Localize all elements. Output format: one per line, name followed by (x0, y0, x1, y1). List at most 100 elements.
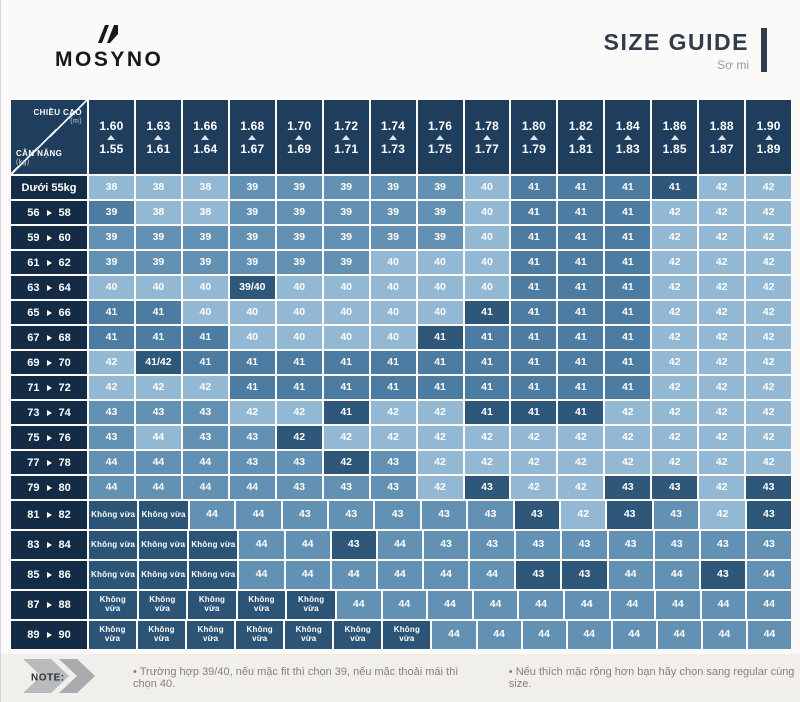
size-cell: 44 (612, 621, 656, 649)
size-cell: 39 (370, 201, 416, 224)
size-cell: 39 (89, 201, 134, 224)
note-item: Trường hợp 39/40, nếu mặc fit thì chọn 3… (133, 666, 481, 690)
weight-row-label: 61 62 (11, 251, 87, 274)
size-cell: 41 (323, 376, 369, 399)
size-cell: 39 (182, 226, 228, 249)
size-cell: 41 (417, 351, 463, 374)
arrow-right-icon (46, 602, 52, 608)
size-cell: 42 (652, 326, 698, 349)
size-cell: 38 (182, 176, 228, 199)
size-cell: 44 (135, 426, 181, 449)
weight-to: 70 (58, 356, 71, 369)
size-cell: Không vừa (89, 621, 137, 649)
note-text: Trường hợp 39/40, nếu mặc fit thì chọn 3… (133, 666, 800, 690)
size-cell: 40 (417, 301, 463, 324)
weight-range-text: Dưới 55kg (21, 181, 77, 194)
size-cell: 44 (470, 561, 515, 589)
size-cell: 41 (558, 201, 604, 224)
size-cell: 44 (285, 561, 330, 589)
up-arrow-icon (342, 134, 351, 140)
size-cell: 42 (89, 376, 134, 399)
size-cell: 42 (558, 426, 604, 449)
size-cell: 42 (652, 401, 698, 424)
size-cell: 42 (182, 376, 228, 399)
size-cell: 40 (464, 276, 510, 299)
height-min-value: 1.75 (427, 141, 453, 156)
size-cell: 44 (702, 621, 746, 649)
size-cell: 43 (229, 426, 275, 449)
size-cell: 43 (468, 501, 513, 529)
weight-row-label: Dưới 55kg (11, 176, 87, 199)
size-cell: 41 (605, 276, 651, 299)
weight-row-label: 67 68 (11, 326, 87, 349)
size-cell: 40 (417, 251, 463, 274)
page-subtitle: Sơ mi (717, 57, 749, 72)
table-row: 73 74 43 43 43 42 42 41 42 42 41 41 41 42 42 42 42 (11, 401, 792, 424)
table-row: 67 68 41 41 41 40 40 40 40 41 41 41 41 41 42 42 42 (11, 326, 792, 349)
size-cell: 41 (511, 301, 557, 324)
weight-from: 75 (27, 431, 40, 444)
weight-axis-label: CÂN NẶNG (kg) (16, 149, 63, 166)
size-cell: 43 (746, 531, 792, 559)
size-cell: 43 (282, 501, 328, 529)
height-axis-label: CHIỀU CAO (m) (33, 108, 82, 125)
size-cell: 40 (276, 276, 322, 299)
size-cell: 42 (652, 376, 698, 399)
size-cell: 41 (417, 376, 463, 399)
size-cell: 42 (558, 476, 604, 499)
weight-row-label: 59 60 (11, 226, 87, 249)
up-arrow-icon (389, 134, 398, 140)
size-cell: 41 (323, 401, 369, 424)
size-cell: 41 (558, 176, 604, 199)
table-row: 79 80 44 44 44 44 43 43 43 42 43 42 42 43 43 42 43 (11, 476, 792, 499)
size-cell: 44 (567, 621, 611, 649)
arrow-right-icon (46, 334, 52, 341)
size-cell: 40 (370, 251, 416, 274)
size-cell: 41 (605, 176, 651, 199)
height-max-value: 1.84 (615, 118, 640, 133)
size-cell: 42 (464, 426, 510, 449)
size-cell: 39 (276, 251, 322, 274)
size-cell: 40 (135, 276, 181, 299)
size-cell: 44 (377, 561, 422, 589)
size-cell: 44 (182, 451, 228, 474)
size-cell: 39 (182, 251, 228, 274)
size-cell: Không vừa (285, 621, 333, 649)
size-cell: 42 (746, 451, 792, 474)
height-max-value: 1.82 (568, 118, 593, 133)
size-cell: 43 (608, 531, 653, 559)
size-cell: 41 (370, 351, 416, 374)
size-cell: 42 (323, 426, 369, 449)
size-cell: 44 (428, 591, 472, 619)
brand-name: MOSYNO (55, 48, 164, 71)
weight-row-label: 89 90 (11, 621, 87, 649)
size-cell: 38 (135, 176, 181, 199)
size-cell: 41 (511, 401, 557, 424)
size-cell: 41 (558, 226, 604, 249)
weight-row-label: 73 74 (11, 401, 87, 424)
size-cell: 41 (182, 351, 228, 374)
size-cell: 41 (511, 251, 557, 274)
size-cell: 42 (276, 401, 322, 424)
size-cell: 42 (464, 451, 510, 474)
up-arrow-icon (717, 134, 726, 140)
size-cell: 41 (558, 376, 604, 399)
size-cell: 42 (652, 201, 698, 224)
size-cell: 41 (370, 376, 416, 399)
size-cell: 41 (511, 276, 557, 299)
height-column-header: 1.74 1.73 (370, 100, 416, 174)
size-cell: 42 (135, 376, 181, 399)
size-cell: Không vừa (334, 621, 382, 649)
weight-to: 90 (58, 629, 71, 641)
size-cell: 42 (652, 451, 698, 474)
weight-to: 68 (58, 331, 71, 344)
chevron-right-icon (21, 658, 113, 698)
size-cell: 44 (746, 561, 792, 589)
weight-to: 86 (58, 569, 71, 581)
size-cell: 39 (417, 226, 463, 249)
size-cell: 41 (558, 401, 604, 424)
size-cell: 39 (323, 226, 369, 249)
size-cell: 43 (516, 561, 561, 589)
weight-to: 72 (58, 381, 71, 394)
size-cell: 40 (182, 301, 228, 324)
